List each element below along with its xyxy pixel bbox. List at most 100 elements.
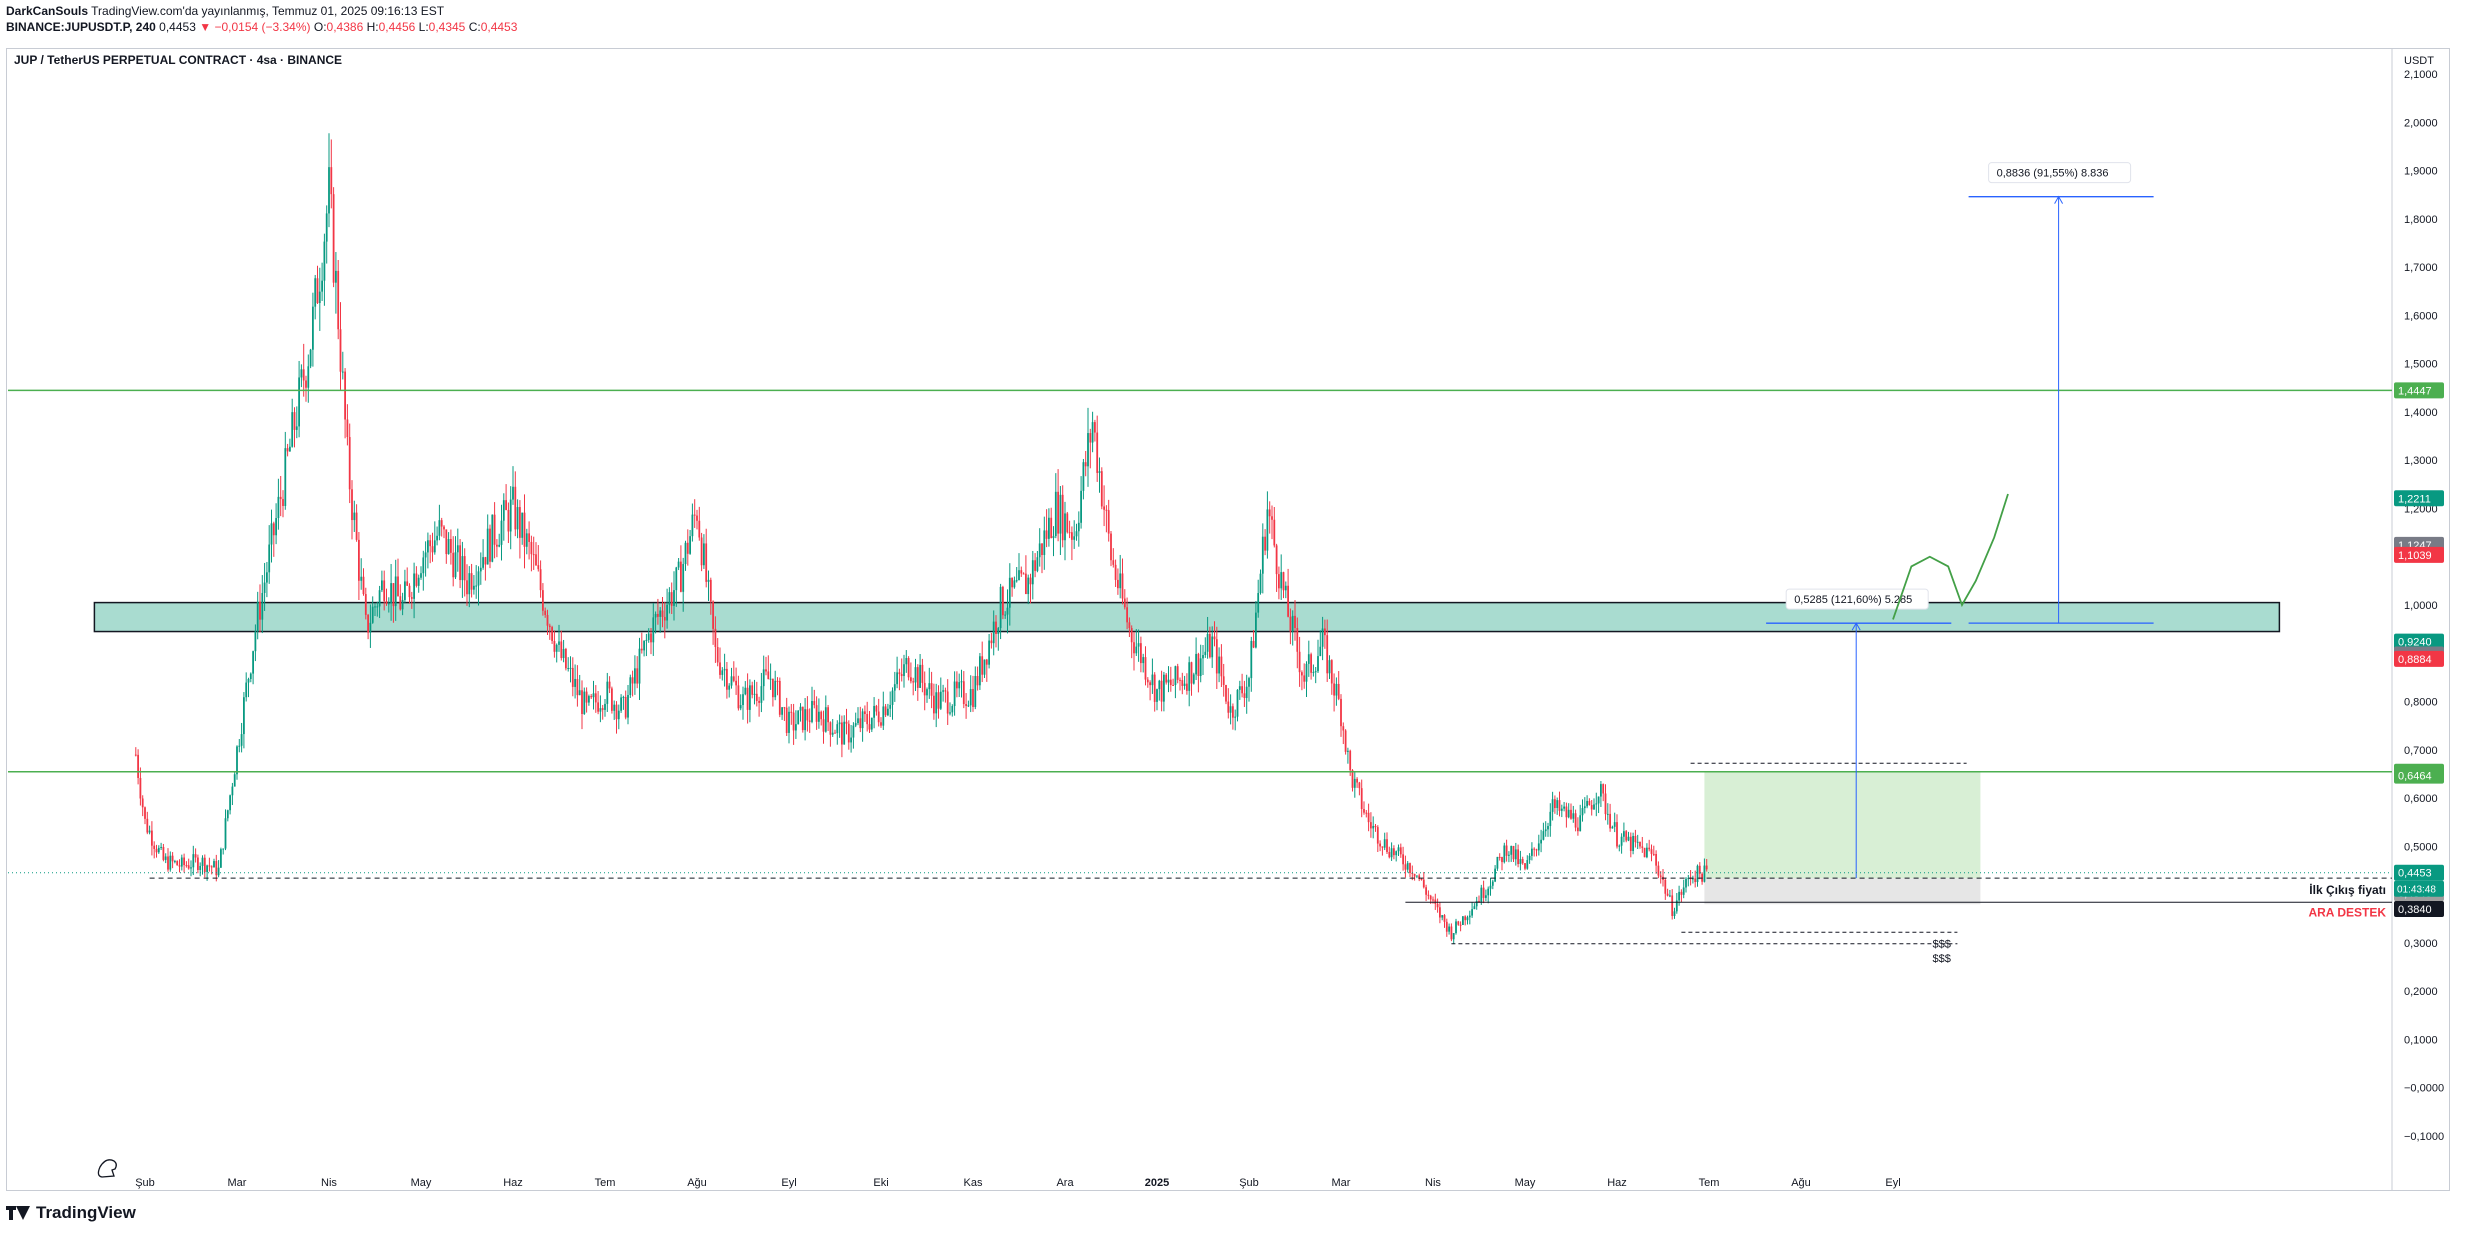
- resistance-zone[interactable]: [93, 601, 2281, 633]
- measure-label: 0,5285 (121,60%) 5.285: [1794, 594, 1912, 606]
- candle-body: [1128, 622, 1131, 629]
- candle-body: [399, 596, 402, 610]
- candle-body: [668, 592, 671, 605]
- y-tick-label: 0,1000: [2404, 1034, 2438, 1046]
- candle-body: [1696, 865, 1699, 883]
- candle-body: [1195, 653, 1197, 675]
- candle-body: [1517, 849, 1519, 865]
- candle-body: [935, 692, 938, 714]
- symbol-name[interactable]: BINANCE:JUPUSDT.P, 240: [6, 20, 156, 34]
- candle-body: [1052, 536, 1055, 539]
- target-box[interactable]: [1704, 771, 1981, 879]
- candle-body: [1289, 616, 1292, 632]
- candle-body: [852, 725, 855, 738]
- candle-body: [431, 546, 434, 553]
- candle-body: [845, 721, 848, 724]
- candle-body: [1634, 835, 1637, 843]
- candle-body: [691, 514, 694, 537]
- candle-body: [459, 545, 461, 581]
- candle-body: [231, 786, 234, 796]
- candle-body: [749, 685, 751, 710]
- candle-body: [1501, 857, 1503, 863]
- candle-body: [456, 545, 459, 553]
- candle-body: [192, 854, 195, 868]
- candle-body: [859, 718, 862, 729]
- candle-body: [1498, 856, 1501, 858]
- candle-body: [905, 658, 908, 665]
- candle-body: [790, 711, 793, 713]
- candle-body: [650, 633, 652, 643]
- candle-body: [1008, 577, 1011, 608]
- candle-body: [374, 606, 376, 608]
- candle-body: [1547, 826, 1549, 830]
- candle-body: [1533, 848, 1536, 850]
- candle-body: [985, 659, 988, 665]
- candle-body: [1326, 635, 1329, 674]
- candle-body: [146, 818, 149, 833]
- chart-pane[interactable]: [6, 48, 2450, 1191]
- candle-body: [1142, 657, 1145, 664]
- candle-body: [1004, 614, 1007, 616]
- candle-body: [1432, 899, 1434, 901]
- candle-body: [608, 681, 611, 689]
- high-value: 0,4456: [378, 20, 416, 34]
- candle-body: [401, 599, 404, 610]
- footer-brand[interactable]: TradingView: [6, 1203, 136, 1223]
- candle-body: [1344, 730, 1347, 752]
- candle-body: [1045, 530, 1048, 539]
- candle-body: [1393, 848, 1395, 856]
- candle-body: [369, 622, 372, 633]
- candle-body: [1544, 829, 1547, 832]
- candle-body: [1202, 655, 1204, 659]
- candle-body: [1579, 815, 1582, 832]
- candle-body: [1031, 560, 1034, 585]
- candle-body: [1694, 878, 1697, 883]
- candle-body: [951, 706, 954, 713]
- price-axis[interactable]: [2392, 49, 2449, 1190]
- candle-body: [383, 580, 386, 602]
- candle-body: [1188, 662, 1191, 691]
- candle-body: [335, 270, 337, 283]
- candle-body: [461, 556, 464, 581]
- candle-body: [486, 528, 489, 565]
- candle-body: [266, 572, 268, 583]
- candle-body: [887, 708, 889, 716]
- candle-body: [171, 855, 174, 862]
- candle-body: [1409, 863, 1411, 873]
- candle-body: [751, 685, 754, 695]
- candle-body: [594, 693, 597, 703]
- candle-body: [247, 679, 250, 683]
- price-change: −0,0154 (−3.34%): [214, 20, 311, 34]
- candle-body: [1641, 846, 1644, 848]
- candle-body: [571, 667, 574, 687]
- candle-body: [972, 688, 974, 707]
- candle-body: [433, 540, 436, 553]
- candle-body: [850, 737, 852, 743]
- candle-body: [560, 641, 563, 659]
- candle-body: [443, 526, 445, 530]
- candle-body: [344, 371, 346, 420]
- candle-body: [1643, 847, 1646, 858]
- x-tick-label: Eki: [873, 1177, 888, 1189]
- candle-body: [1100, 471, 1103, 507]
- candle-body: [176, 861, 179, 866]
- candle-body: [348, 437, 351, 490]
- low-value: 0,4345: [428, 20, 466, 34]
- candle-body: [243, 697, 245, 735]
- candle-body: [1485, 895, 1487, 898]
- candle-body: [277, 496, 280, 519]
- candle-body: [1337, 683, 1340, 699]
- candle-body: [585, 691, 588, 703]
- candle-body: [933, 695, 935, 714]
- candle-body: [1144, 657, 1147, 680]
- candle-body: [1236, 689, 1239, 717]
- stop-box[interactable]: [1704, 878, 1981, 905]
- candle-body: [447, 539, 450, 555]
- author-name[interactable]: DarkCanSouls: [6, 4, 89, 18]
- candle-body: [194, 854, 197, 858]
- projection-path[interactable]: [1892, 493, 2009, 620]
- candle-body: [169, 855, 172, 870]
- candle-body: [272, 523, 275, 536]
- candle-body: [1199, 658, 1202, 677]
